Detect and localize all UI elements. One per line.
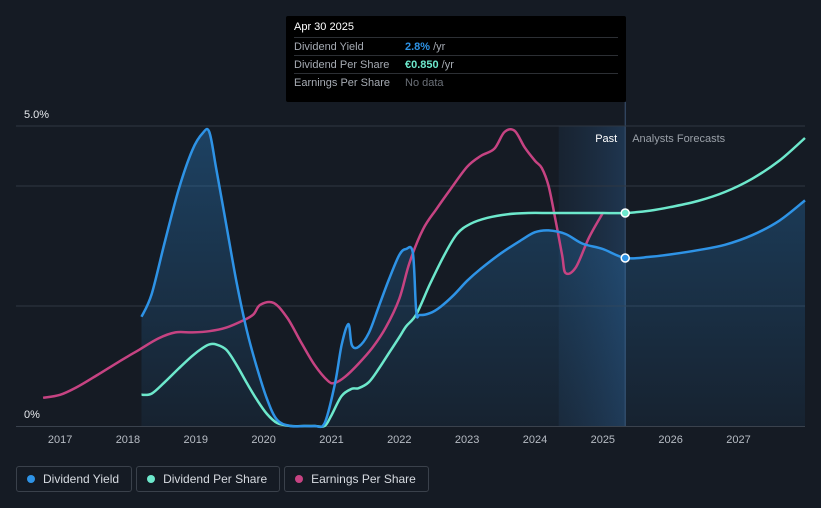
- earnings-per-share-line: [42, 127, 604, 400]
- tooltip-unit: /yr: [441, 58, 454, 71]
- legend-label: Earnings Per Share: [311, 472, 416, 486]
- legend-item-dividend-yield[interactable]: Dividend Yield: [16, 466, 133, 492]
- x-tick-label: 2023: [455, 434, 479, 446]
- x-tick-label: 2026: [658, 434, 682, 446]
- tooltip-date: Apr 30 2025: [294, 21, 354, 33]
- past-label: Past: [595, 133, 617, 145]
- tooltip-label: Dividend Yield: [294, 40, 364, 53]
- y-axis-top-label: 5.0%: [24, 109, 49, 121]
- x-tick-label: 2021: [319, 434, 343, 446]
- tooltip-row-dividend-per-share: Dividend Per Share €0.850 /yr: [294, 55, 618, 73]
- tooltip-value: 2.8%: [405, 40, 431, 53]
- tooltip-row-dividend-yield: Dividend Yield 2.8% /yr: [294, 37, 618, 55]
- tooltip-unit: /yr: [433, 40, 446, 53]
- x-tick-label: 2025: [591, 434, 615, 446]
- tooltip: Apr 30 2025 Dividend Yield 2.8% /yr Divi…: [286, 16, 626, 102]
- dividend-yield-line: [140, 127, 806, 429]
- dividend-yield-dot-icon: [27, 475, 35, 483]
- x-tick-label: 2017: [48, 434, 72, 446]
- tooltip-label: Dividend Per Share: [294, 58, 390, 71]
- dividend-yield-area: [141, 129, 805, 427]
- legend: Dividend Yield Dividend Per Share Earnin…: [16, 466, 429, 492]
- x-tick-label: 2020: [251, 434, 275, 446]
- x-axis-ticks: 2017 2018 2019 2020 2021 2022 2023 2024 2025 2026…: [48, 434, 751, 446]
- legend-label: Dividend Per Share: [163, 472, 268, 486]
- y-axis-zero-label: 0%: [24, 409, 40, 421]
- tooltip-row-earnings-per-share: Earnings Per Share No data: [294, 73, 618, 91]
- tooltip-value: No data: [405, 76, 444, 89]
- legend-label: Dividend Yield: [43, 472, 120, 486]
- x-tick-label: 2018: [116, 434, 140, 446]
- x-tick-label: 2019: [184, 434, 208, 446]
- legend-item-earnings-per-share[interactable]: Earnings Per Share: [284, 466, 429, 492]
- tooltip-label: Earnings Per Share: [294, 76, 390, 89]
- dividend-per-share-dot-icon: [147, 475, 156, 483]
- legend-item-dividend-per-share[interactable]: Dividend Per Share: [136, 466, 281, 492]
- x-tick-label: 2027: [726, 434, 750, 446]
- dividend-per-share-line: [141, 137, 806, 429]
- tooltip-value: €0.850: [405, 58, 439, 71]
- forecast-label: Analysts Forecasts: [632, 133, 725, 145]
- x-tick-label: 2024: [523, 434, 547, 446]
- dividend-per-share-marker[interactable]: [620, 208, 630, 218]
- earnings-per-share-dot-icon: [295, 475, 304, 483]
- x-tick-label: 2022: [387, 434, 411, 446]
- dividend-yield-marker[interactable]: [620, 253, 630, 263]
